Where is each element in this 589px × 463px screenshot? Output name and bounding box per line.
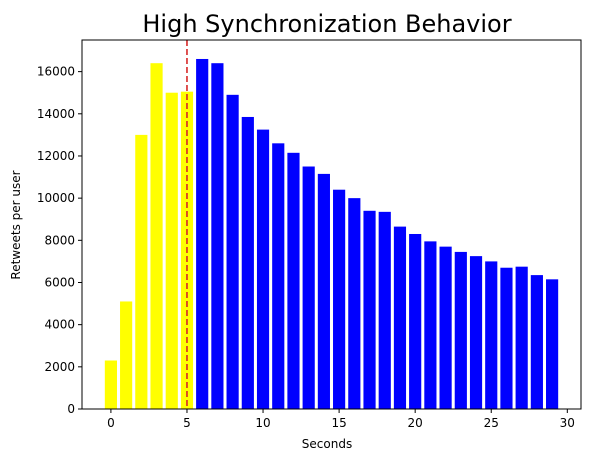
bar <box>439 246 452 409</box>
bar <box>424 241 437 409</box>
y-tick-label: 16000 <box>37 65 75 79</box>
y-axis-label: Retweets per user <box>9 170 23 279</box>
bar <box>165 92 178 409</box>
bar <box>409 233 422 409</box>
x-tick-label: 20 <box>408 416 423 430</box>
bar <box>393 226 407 409</box>
bar <box>104 360 117 409</box>
bar <box>500 267 513 409</box>
bar <box>378 211 391 409</box>
chart-title: High Synchronization Behavior <box>142 10 511 38</box>
bar <box>211 63 224 410</box>
bar <box>515 266 528 409</box>
y-tick-label: 12000 <box>37 149 75 163</box>
bar <box>196 58 209 409</box>
plot-frame <box>81 39 582 410</box>
bar <box>546 279 559 409</box>
y-tick-label: 0 <box>67 402 75 416</box>
y-tick-label: 2000 <box>44 360 75 374</box>
x-tick-label: 15 <box>331 416 346 430</box>
bar <box>272 143 285 409</box>
x-axis-ticks: 0 5 10 15 20 25 30 <box>107 409 575 430</box>
bar <box>469 256 483 409</box>
y-tick-label: 4000 <box>44 318 75 332</box>
bar <box>454 251 467 409</box>
y-tick-label: 6000 <box>44 275 75 289</box>
bar <box>333 189 346 409</box>
bar <box>317 173 330 409</box>
y-tick-label: 14000 <box>37 107 75 121</box>
bar <box>256 129 270 409</box>
bar <box>135 134 148 409</box>
bar <box>241 116 254 409</box>
x-tick-label: 25 <box>484 416 499 430</box>
bar <box>287 152 300 409</box>
x-tick-label: 5 <box>183 416 191 430</box>
bar <box>363 210 376 409</box>
bar <box>530 275 543 409</box>
bar <box>120 301 133 409</box>
x-tick-label: 30 <box>560 416 575 430</box>
x-tick-label: 10 <box>255 416 270 430</box>
bar <box>302 166 315 409</box>
bar <box>348 198 361 409</box>
bar <box>485 261 498 409</box>
bar <box>150 63 163 410</box>
x-axis-label: Seconds <box>302 437 352 451</box>
y-tick-label: 10000 <box>37 191 75 205</box>
x-tick-label: 0 <box>107 416 115 430</box>
y-tick-label: 8000 <box>44 233 75 247</box>
bar <box>226 94 239 409</box>
y-axis-ticks: 0 2000 4000 6000 8000 10000 12000 14000 16000 <box>37 65 82 416</box>
bars-group <box>104 58 559 410</box>
